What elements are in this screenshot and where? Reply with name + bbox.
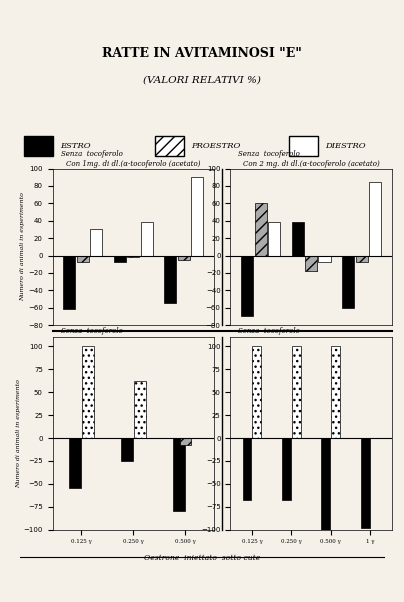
Bar [173, 438, 185, 512]
Title: Con 1mg. di dl.(α-tocoferolo (acetato): Con 1mg. di dl.(α-tocoferolo (acetato) [66, 160, 200, 168]
Bar [342, 255, 354, 308]
FancyBboxPatch shape [24, 136, 53, 156]
Y-axis label: Numero di animali in esperimento: Numero di animali in esperimento [16, 379, 21, 488]
Bar [292, 346, 301, 438]
Bar [63, 255, 76, 309]
Bar [356, 255, 368, 262]
Text: ESTRO: ESTRO [60, 142, 91, 150]
Bar [369, 182, 381, 255]
Bar [90, 229, 102, 255]
Bar [241, 255, 253, 317]
Bar [121, 438, 133, 461]
Bar [164, 255, 177, 303]
FancyBboxPatch shape [289, 136, 318, 156]
Bar [331, 346, 340, 438]
Text: Senza  tocoferolo: Senza tocoferolo [238, 150, 300, 158]
Title: Con 2 mg. di dl.(α-tocoferolo (acetato): Con 2 mg. di dl.(α-tocoferolo (acetato) [243, 160, 379, 168]
Text: Senza  tocoferolo: Senza tocoferolo [238, 327, 300, 335]
Bar [141, 223, 153, 255]
Text: RATTE IN AVITAMINOSI "E": RATTE IN AVITAMINOSI "E" [102, 47, 302, 60]
Text: PROESTRO: PROESTRO [191, 142, 240, 150]
Text: DIESTRO: DIESTRO [326, 142, 366, 150]
Bar [361, 438, 370, 528]
FancyBboxPatch shape [155, 136, 184, 156]
Bar [180, 438, 191, 445]
Bar [255, 203, 267, 255]
Bar [268, 223, 280, 255]
Bar [282, 438, 291, 500]
Bar [77, 255, 89, 262]
Y-axis label: Numero di animali in esperimento: Numero di animali in esperimento [20, 193, 25, 301]
Bar [127, 255, 139, 257]
Text: (VALORI RELATIVI %): (VALORI RELATIVI %) [143, 76, 261, 85]
Text: Senza  tocoferolo: Senza tocoferolo [61, 327, 122, 335]
Bar [292, 223, 304, 255]
Bar [318, 255, 330, 262]
Bar [114, 255, 126, 262]
Bar [134, 381, 146, 438]
Bar [305, 255, 317, 271]
Bar [69, 438, 80, 488]
Bar [252, 346, 261, 438]
Bar [242, 438, 251, 500]
Text: Oestrone  iniettato  sotto cute: Oestrone iniettato sotto cute [144, 554, 260, 562]
Bar [322, 438, 330, 530]
Bar [178, 255, 190, 260]
Text: Senza  tocoferolo: Senza tocoferolo [61, 150, 122, 158]
Bar [191, 177, 203, 255]
Bar [82, 346, 94, 438]
